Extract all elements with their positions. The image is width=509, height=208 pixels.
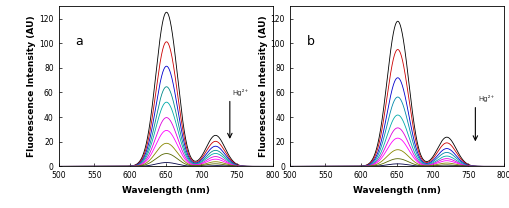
X-axis label: Wavelength (nm): Wavelength (nm) <box>353 186 441 195</box>
Y-axis label: Fluorescence Intensity (AU): Fluorescence Intensity (AU) <box>27 16 37 157</box>
Text: a: a <box>76 35 83 48</box>
Text: b: b <box>307 35 315 48</box>
X-axis label: Wavelength (nm): Wavelength (nm) <box>122 186 210 195</box>
Text: Hg²⁺: Hg²⁺ <box>233 89 249 96</box>
Text: Hg²⁺: Hg²⁺ <box>478 95 494 102</box>
Y-axis label: Fluorescence Intensity (AU): Fluorescence Intensity (AU) <box>259 16 268 157</box>
